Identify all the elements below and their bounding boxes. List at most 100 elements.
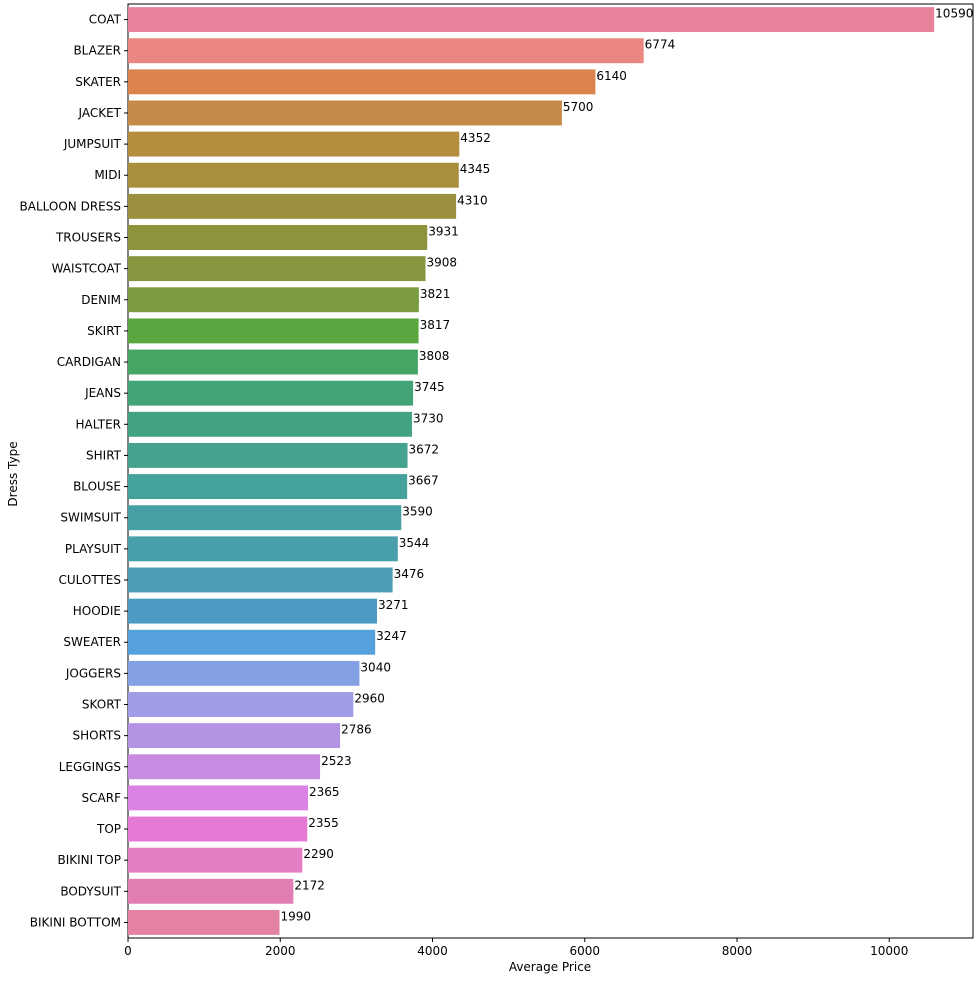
data-label: 3476 — [394, 567, 425, 581]
y-tick-label: JOGGERS — [65, 666, 121, 680]
bar-waistcoat — [128, 256, 426, 282]
y-tick-label: JUMPSUIT — [63, 137, 122, 151]
y-tick-label: TOP — [96, 822, 121, 836]
bar-skater — [128, 69, 596, 95]
y-tick-label: SWIMSUIT — [60, 511, 121, 525]
data-label: 4352 — [460, 131, 491, 145]
data-label: 2290 — [303, 847, 334, 861]
data-label: 1990 — [280, 909, 311, 923]
data-label: 3040 — [360, 660, 391, 674]
data-label: 2786 — [341, 723, 372, 737]
bar-shorts — [128, 723, 341, 749]
x-tick-labels: 0 2000 4000 6000 8000 10000 — [124, 938, 908, 958]
data-label: 3821 — [420, 287, 451, 301]
y-tick-label: BLAZER — [73, 44, 121, 58]
data-label: 3745 — [414, 380, 445, 394]
data-label: 3247 — [376, 629, 407, 643]
data-label: 3672 — [409, 442, 440, 456]
bar-blazer — [128, 38, 644, 64]
y-tick-label: HOODIE — [73, 604, 121, 618]
bar-sweater — [128, 629, 376, 655]
data-label: 2960 — [354, 692, 385, 706]
y-tick-label: JACKET — [78, 106, 122, 120]
data-label: 6774 — [645, 38, 676, 52]
bar-halter — [128, 411, 412, 437]
y-tick-label: SKORT — [82, 698, 122, 712]
y-tick-label: BIKINI BOTTOM — [30, 915, 121, 929]
bar-skort — [128, 692, 354, 717]
data-label: 3730 — [413, 411, 444, 425]
y-tick-label: WAISTCOAT — [52, 262, 122, 276]
x-tick-label: 10000 — [870, 944, 908, 958]
data-label: 10590 — [935, 7, 973, 21]
data-label: 4345 — [460, 162, 491, 176]
x-tick-label: 2000 — [265, 944, 296, 958]
bar-cardigan — [128, 349, 418, 375]
y-tick-label: CARDIGAN — [57, 355, 121, 369]
bar-hoodie — [128, 598, 378, 624]
bar-bodysuit — [128, 878, 294, 904]
data-label: 2355 — [308, 816, 339, 830]
y-tick-label: COAT — [89, 13, 122, 27]
y-tick-labels: COAT BLAZER SKATER JACKET JUMPSUIT MIDI BALLOO… — [20, 13, 128, 929]
data-label: 5700 — [563, 100, 594, 114]
bar-shirt — [128, 442, 408, 468]
bar-joggers — [128, 660, 360, 686]
bars-layer: 10590 6774 6140 5700 4352 4345 4310 3931 3908 382… — [128, 7, 973, 935]
data-label: 3808 — [419, 349, 450, 363]
data-label: 3590 — [402, 505, 433, 519]
y-tick-label: SHORTS — [73, 729, 122, 743]
bar-bikini-top — [128, 847, 303, 873]
y-tick-label: MIDI — [94, 168, 121, 182]
bar-swimsuit — [128, 505, 402, 531]
bar-jumpsuit — [128, 131, 460, 157]
y-tick-label: HALTER — [75, 417, 121, 431]
x-axis-label: Average Price — [509, 960, 591, 974]
data-label: 4310 — [457, 193, 488, 207]
y-tick-label: JEANS — [84, 386, 121, 400]
bar-skirt — [128, 318, 419, 344]
x-tick-label: 6000 — [569, 944, 600, 958]
plot-frame — [127, 3, 974, 939]
bar-top — [128, 816, 308, 842]
data-label: 3667 — [408, 474, 439, 488]
y-tick-label: SCARF — [82, 791, 122, 805]
y-tick-label: LEGGINGS — [59, 760, 121, 774]
x-tick-label: 4000 — [417, 944, 448, 958]
data-label: 3908 — [427, 256, 458, 270]
bar-bikini-bottom — [128, 909, 280, 935]
bar-scarf — [128, 785, 309, 811]
bar-jeans — [128, 380, 414, 406]
y-tick-label: SHIRT — [86, 448, 122, 462]
bar-jacket — [128, 100, 562, 126]
data-label: 6140 — [596, 69, 627, 83]
y-tick-label: SWEATER — [63, 635, 121, 649]
data-label: 3931 — [428, 225, 459, 239]
y-tick-label: BLOUSE — [73, 480, 121, 494]
data-label: 2365 — [309, 785, 340, 799]
bar-balloon-dress — [128, 193, 457, 219]
data-label: 2523 — [321, 754, 352, 768]
y-tick-label: BODYSUIT — [60, 884, 121, 898]
bar-trousers — [128, 225, 428, 250]
bar-leggings — [128, 754, 321, 780]
y-tick-label: BALLOON DRESS — [20, 199, 121, 213]
y-tick-label: DENIM — [81, 293, 121, 307]
bar-playsuit — [128, 536, 398, 562]
bar-midi — [128, 162, 459, 188]
y-tick-label: BIKINI TOP — [57, 853, 121, 867]
y-tick-label: TROUSERS — [55, 231, 121, 245]
x-tick-label: 0 — [124, 944, 132, 958]
y-axis-label: Dress Type — [6, 441, 20, 506]
data-label: 3817 — [420, 318, 451, 332]
bar-denim — [128, 287, 419, 313]
bar-coat — [128, 7, 935, 33]
data-label: 2172 — [294, 878, 325, 892]
data-label: 3271 — [378, 598, 409, 612]
bar-culottes — [128, 567, 393, 593]
y-tick-label: CULOTTES — [58, 573, 121, 587]
y-tick-label: PLAYSUIT — [65, 542, 122, 556]
x-tick-label: 8000 — [722, 944, 753, 958]
